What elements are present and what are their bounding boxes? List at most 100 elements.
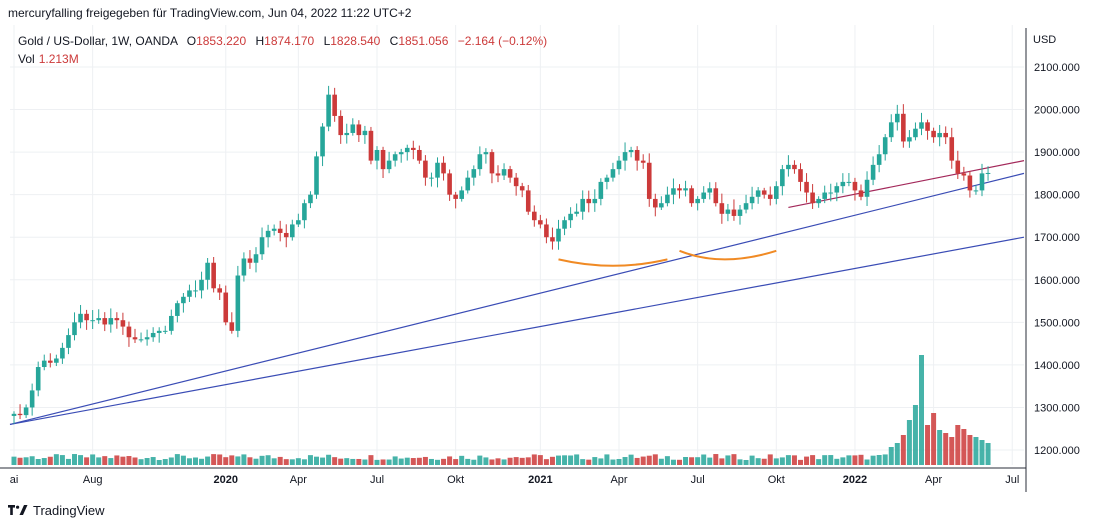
volume-bar [761,458,767,465]
close-label: C [389,34,399,48]
candle-body [84,313,89,321]
candle-body [229,322,235,331]
volume-bar [495,458,501,465]
volume-bar [586,459,592,465]
open-label: O [186,34,197,48]
candle-body [634,149,640,161]
candle-body [713,188,719,204]
candle-body [616,160,622,170]
x-tick-label: Jul [370,474,384,486]
candle-body [767,194,773,199]
y-tick-label: 1400.000 [1034,360,1080,372]
volume-bar [435,459,440,465]
volume-bar [120,456,126,465]
y-tick-label: 1800.000 [1034,190,1080,202]
candle-body [320,126,325,157]
candle-body [659,203,664,208]
volume-bar [489,459,495,465]
volume-bar [114,455,120,465]
candle-body [695,198,700,204]
volume-bar [132,457,138,465]
volume-bars [11,355,991,465]
candle-body [538,220,543,225]
volume-bar [422,456,428,465]
drawing-layer[interactable] [9,160,1025,426]
candle-body [483,152,489,155]
volume-bar [912,405,918,465]
candle-body [277,228,283,233]
volume-bar [259,455,265,465]
volume-bar [737,459,743,465]
footer-brand[interactable]: TradingView [8,500,105,520]
volume-bar [362,459,368,465]
volume-bar [386,459,392,465]
candle-body [162,330,168,332]
candle-body [737,209,743,216]
volume-bar [646,455,652,465]
volume-bar [332,457,338,465]
volume-bar [380,459,386,465]
candle-body [665,194,670,204]
volume-bar [428,458,434,465]
volume-bar [689,457,695,465]
volume-bar [610,459,616,465]
candle-body [314,156,319,195]
volume-bar [356,458,362,465]
candle-body [356,124,362,136]
volume-bar [501,459,507,465]
candle-body [60,347,65,359]
candle-body [622,152,628,161]
volume-bar [543,459,549,465]
volume-bar [846,455,852,465]
volume-bar [658,458,664,465]
candle-body [72,322,77,336]
volume-bar [374,459,380,465]
high-value: 1874.170 [264,34,315,48]
y-tick-label: 2100.000 [1034,62,1080,74]
candle-body [610,169,616,178]
volume-bar [507,457,513,465]
candle-body [169,315,174,331]
volume-bar [852,455,858,465]
y-tick-label: 1700.000 [1034,232,1080,244]
candle-body [374,149,380,161]
open-value: 1853.220 [196,34,247,48]
volume-bar [35,459,41,465]
volume-bar [265,455,271,465]
volume-bar [888,447,894,465]
candle-body [949,137,955,161]
volume-bar [900,435,906,465]
volume-bar [144,458,150,465]
candle-body [961,173,967,176]
symbol-name[interactable]: Gold / US-Dollar, 1W, OANDA [18,34,178,48]
candle-body [901,113,906,142]
candle-body [241,258,247,276]
candle-body [604,177,610,182]
axes[interactable]: 1200.000 1300.000 1400.000 1500.000 1600.000… [0,28,1080,492]
candle-body [290,224,295,238]
volume-bar [622,457,628,465]
trendline-lower [9,236,1025,426]
volume-bar [483,457,489,465]
volume-bar [840,457,846,465]
candle-body [689,188,694,204]
candle-body [150,332,156,338]
volume-bar [90,454,96,465]
volume-bar [235,456,241,465]
x-tick-label: Apr [925,474,942,486]
candle-body [743,203,749,210]
candle-body [453,194,458,199]
volume-bar [314,456,319,465]
candle-body [392,154,398,161]
volume-legend[interactable]: Vol 1.213M [18,52,79,66]
candles[interactable] [11,85,991,424]
candle-body [271,228,277,231]
trendline-red [788,160,1025,209]
symbol-legend[interactable]: Gold / US-Dollar, 1W, OANDA O1853.220 H1… [18,34,547,48]
volume-bar [562,455,568,465]
candle-body [429,177,434,179]
volume-bar [870,455,876,465]
volume-bar [465,458,471,465]
candle-body [749,196,755,204]
